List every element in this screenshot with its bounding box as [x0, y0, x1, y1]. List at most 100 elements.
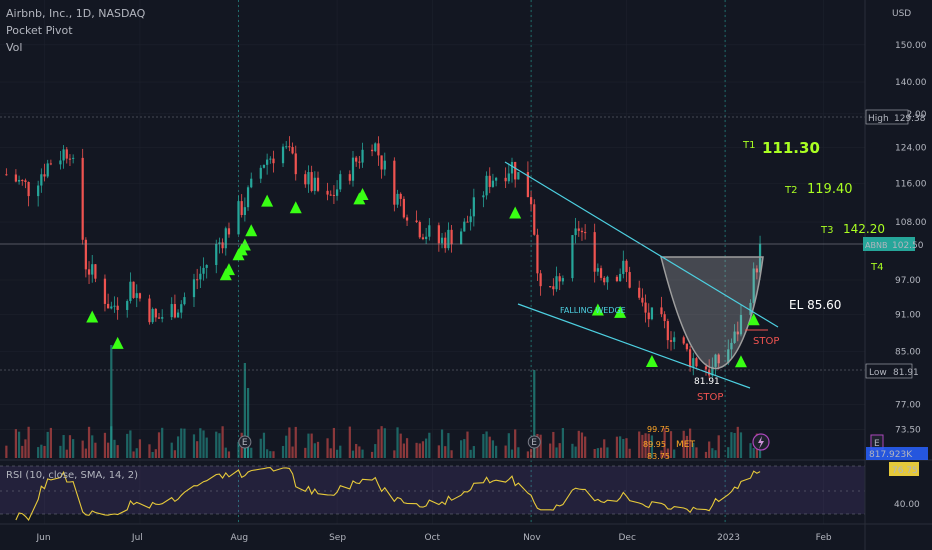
- candle-body[interactable]: [307, 172, 310, 185]
- candle-body[interactable]: [91, 264, 94, 275]
- candle-body[interactable]: [224, 228, 227, 249]
- candle-body[interactable]: [332, 194, 336, 196]
- candle-body[interactable]: [628, 272, 631, 288]
- candle-body[interactable]: [558, 276, 561, 282]
- candle-body[interactable]: [491, 180, 495, 187]
- earnings-badge[interactable]: [238, 435, 252, 449]
- candle-body[interactable]: [507, 173, 510, 182]
- candle-body[interactable]: [294, 153, 297, 175]
- candle-body[interactable]: [482, 195, 485, 198]
- candle-body[interactable]: [466, 221, 469, 223]
- candle-body[interactable]: [415, 220, 418, 222]
- candle-body[interactable]: [460, 231, 463, 245]
- candle-body[interactable]: [370, 149, 374, 152]
- candle-body[interactable]: [288, 146, 291, 148]
- candle-body[interactable]: [536, 234, 539, 274]
- candle-body[interactable]: [68, 158, 72, 160]
- candle-body[interactable]: [250, 178, 253, 188]
- candle-body[interactable]: [154, 308, 157, 318]
- candle-body[interactable]: [380, 155, 383, 170]
- candle-body[interactable]: [730, 342, 733, 350]
- candle-body[interactable]: [94, 264, 97, 279]
- candle-body[interactable]: [733, 331, 736, 343]
- candle-body[interactable]: [116, 305, 119, 310]
- candle-body[interactable]: [43, 174, 46, 177]
- candle-body[interactable]: [469, 216, 472, 223]
- candle-body[interactable]: [126, 301, 129, 310]
- candle-body[interactable]: [450, 229, 453, 245]
- candle-body[interactable]: [485, 175, 488, 196]
- indicator-volume[interactable]: Vol: [6, 41, 23, 54]
- candle-body[interactable]: [215, 243, 218, 266]
- candle-body[interactable]: [615, 276, 619, 282]
- candle-body[interactable]: [663, 314, 666, 322]
- candle-body[interactable]: [170, 304, 173, 318]
- candle-body[interactable]: [173, 304, 177, 318]
- candle-body[interactable]: [262, 164, 266, 168]
- candle-body[interactable]: [304, 174, 307, 185]
- candle-body[interactable]: [552, 286, 555, 290]
- candle-body[interactable]: [358, 161, 361, 163]
- candle-body[interactable]: [335, 189, 339, 196]
- candle-body[interactable]: [717, 354, 720, 364]
- candle-body[interactable]: [129, 281, 132, 302]
- candle-body[interactable]: [682, 337, 685, 344]
- candle-body[interactable]: [539, 273, 542, 287]
- candle-body[interactable]: [138, 293, 142, 299]
- candle-body[interactable]: [40, 174, 43, 186]
- candle-body[interactable]: [180, 304, 183, 313]
- candle-body[interactable]: [695, 358, 698, 367]
- candle-body[interactable]: [374, 143, 377, 152]
- candle-body[interactable]: [622, 260, 625, 274]
- candle-body[interactable]: [549, 286, 552, 288]
- candle-body[interactable]: [599, 268, 603, 278]
- candle-body[interactable]: [555, 276, 558, 290]
- candles[interactable]: [5, 136, 762, 380]
- candle-body[interactable]: [132, 281, 135, 298]
- candle-body[interactable]: [666, 321, 669, 341]
- candle-body[interactable]: [444, 237, 447, 249]
- candle-body[interactable]: [749, 302, 752, 315]
- candle-body[interactable]: [65, 149, 68, 159]
- candle-body[interactable]: [221, 242, 224, 249]
- candle-body[interactable]: [84, 239, 87, 270]
- candle-body[interactable]: [514, 161, 517, 180]
- candle-body[interactable]: [402, 198, 405, 218]
- candle-body[interactable]: [517, 172, 520, 180]
- candle-body[interactable]: [399, 193, 402, 199]
- candle-body[interactable]: [405, 217, 409, 221]
- candle-body[interactable]: [183, 297, 186, 305]
- candle-body[interactable]: [561, 278, 564, 282]
- candle-body[interactable]: [504, 177, 507, 182]
- candle-body[interactable]: [49, 163, 52, 165]
- candle-body[interactable]: [685, 343, 689, 350]
- candle-body[interactable]: [488, 175, 491, 187]
- candle-body[interactable]: [510, 161, 514, 174]
- candle-body[interactable]: [14, 174, 18, 182]
- candle-body[interactable]: [584, 232, 587, 234]
- candle-body[interactable]: [285, 146, 288, 148]
- candle-body[interactable]: [237, 201, 240, 235]
- candle-body[interactable]: [571, 235, 574, 279]
- candle-body[interactable]: [24, 180, 27, 183]
- candle-body[interactable]: [240, 201, 243, 215]
- candle-body[interactable]: [692, 358, 695, 367]
- candle-body[interactable]: [577, 228, 580, 231]
- candle-body[interactable]: [205, 265, 208, 268]
- candle-body[interactable]: [669, 340, 673, 342]
- candle-body[interactable]: [37, 185, 40, 197]
- candle-body[interactable]: [161, 317, 164, 319]
- candle-body[interactable]: [326, 190, 329, 195]
- candle-body[interactable]: [421, 237, 425, 240]
- candle-body[interactable]: [339, 174, 342, 190]
- candle-body[interactable]: [351, 157, 355, 181]
- candle-body[interactable]: [638, 287, 641, 298]
- candle-body[interactable]: [135, 293, 138, 298]
- candle-body[interactable]: [396, 193, 399, 205]
- candle-body[interactable]: [755, 268, 758, 273]
- candle-body[interactable]: [5, 174, 8, 176]
- candle-body[interactable]: [355, 157, 358, 162]
- candle-body[interactable]: [688, 349, 692, 367]
